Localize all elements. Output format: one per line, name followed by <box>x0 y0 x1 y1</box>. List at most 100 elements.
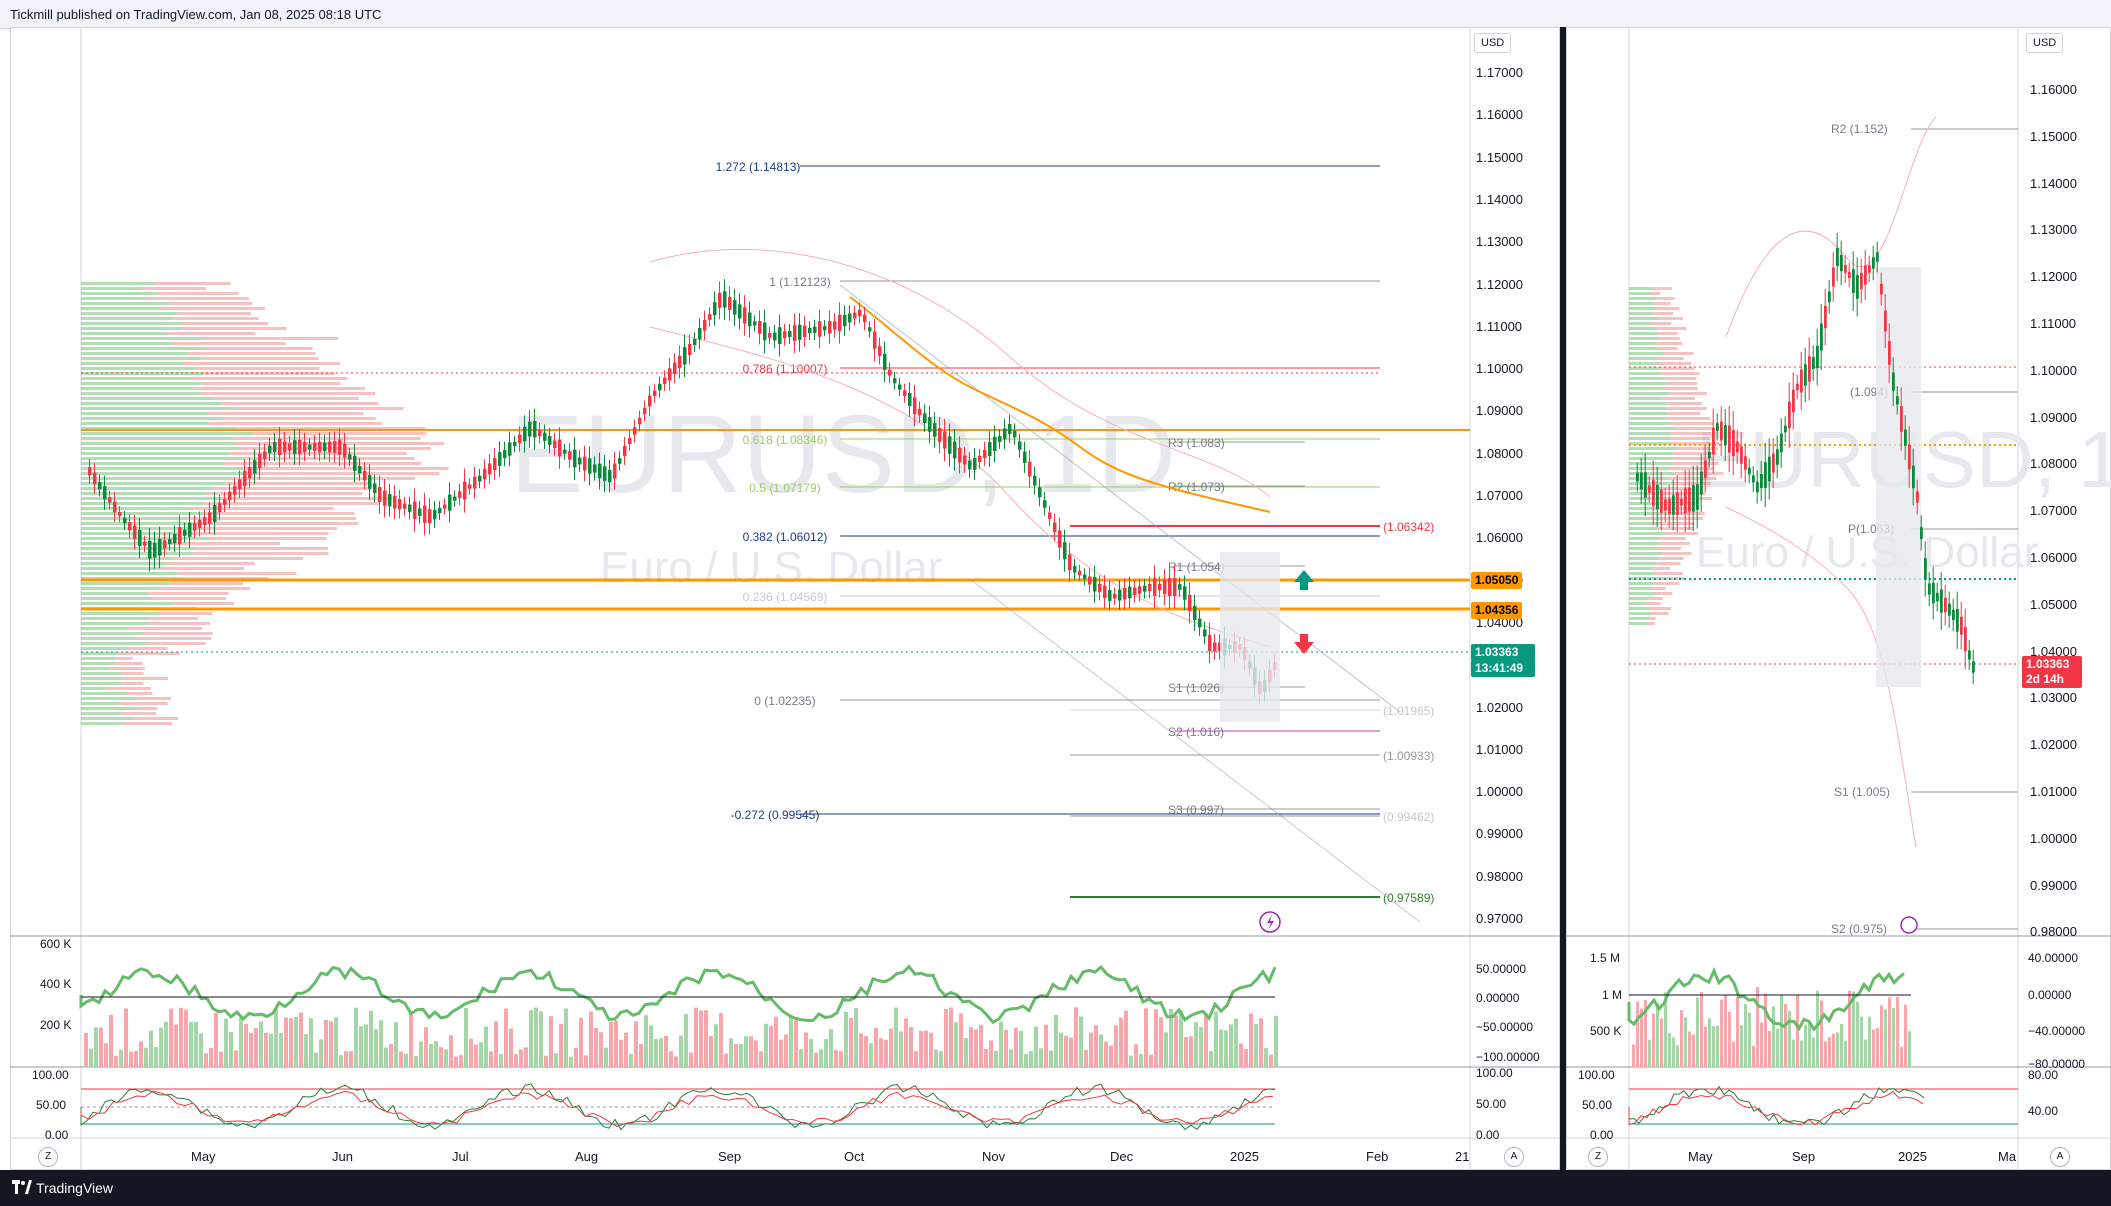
right-vol-label-500k: 500 K <box>1590 1024 1622 1038</box>
volume-bar <box>724 1053 728 1067</box>
vp-bar-green <box>81 672 122 675</box>
vp-bar-green <box>81 292 158 295</box>
vp-bar-green <box>81 422 210 425</box>
candle-body <box>653 390 657 396</box>
candle-body <box>208 512 212 524</box>
candle-body <box>1840 254 1843 272</box>
left-currency-badge[interactable]: USD <box>1474 33 1512 53</box>
left-zoom-button[interactable]: Z <box>38 1147 58 1167</box>
volume-bar <box>94 1027 98 1067</box>
volume-bar <box>589 1011 593 1067</box>
volume-bar <box>569 1056 573 1067</box>
vp-bar-red <box>1652 612 1669 615</box>
volume-bar <box>394 1022 398 1067</box>
candle-body <box>823 326 827 331</box>
fib-label-236: 0.236 (1.04569) <box>743 590 828 604</box>
candle-body <box>618 458 622 464</box>
rightScale-tick: 1.02000 <box>2030 737 2077 753</box>
volume-bar <box>1780 994 1783 1067</box>
vp-bar-red <box>1648 607 1672 610</box>
volume-bar <box>249 1033 253 1067</box>
vp-bar-green <box>1629 302 1654 305</box>
volume-bar <box>429 1044 433 1067</box>
left-vol-label-600k: 600 K <box>40 937 72 951</box>
volume-bar <box>1836 1032 1839 1067</box>
volume-bar <box>689 1052 693 1067</box>
right-pivot-label-s2: S2 (0.975) <box>1831 922 1887 936</box>
volume-bar <box>814 1052 818 1067</box>
candle-body <box>103 486 107 500</box>
left-chart-pane[interactable] <box>10 27 1560 1170</box>
volume-bar <box>239 1017 243 1067</box>
vp-bar-green <box>81 402 222 405</box>
volume-bar <box>494 1021 498 1067</box>
candle-body <box>628 437 632 445</box>
vp-bar-green <box>81 702 120 705</box>
right-chart-canvas[interactable]: EURUSD, 1W Euro / U.S. Dollar R2 (1.152)… <box>1566 27 2111 1170</box>
volume-bar <box>339 1055 343 1067</box>
candle-body <box>168 539 172 544</box>
vp-bar-red <box>1658 317 1684 320</box>
candle-body <box>588 458 592 474</box>
left-chart-canvas[interactable]: EURUSD, 1D Euro / U.S. Dollar 1.272 (1.1… <box>10 27 1560 1170</box>
volume-bar <box>489 1051 493 1067</box>
pane-separator[interactable] <box>1560 27 1566 1170</box>
volume-bar <box>269 1033 273 1067</box>
vp-bar-green <box>81 472 246 475</box>
right-auto-button[interactable]: A <box>2050 1147 2070 1167</box>
vp-bar-green <box>81 387 193 390</box>
candle-body <box>1118 589 1122 601</box>
candle-body <box>1808 356 1811 382</box>
rightTime-label: Ma <box>1998 1149 2017 1164</box>
volume-bar <box>1748 1012 1751 1067</box>
candle-body <box>773 332 777 341</box>
vp-bar-red <box>1671 437 1710 440</box>
volume-bar <box>734 1043 738 1067</box>
vp-bar-green <box>81 647 128 650</box>
volume-bar <box>804 1032 808 1067</box>
volume-bar <box>1059 1032 1063 1067</box>
leftScale-tick: 1.07000 <box>1476 488 1523 503</box>
candle-body <box>1848 271 1851 279</box>
volume-bar <box>669 1051 673 1067</box>
candle-body <box>1736 441 1739 453</box>
vp-bar-red <box>1650 292 1661 295</box>
target-label-4: (0.99462) <box>1383 810 1434 824</box>
vp-bar-green <box>1629 607 1649 610</box>
volume-bar <box>519 1049 523 1067</box>
volume-bar <box>309 1018 313 1067</box>
candle-body <box>1876 252 1879 262</box>
vp-bar-red <box>202 502 381 505</box>
left-stoch-right-0: 0.00 <box>1476 1128 1500 1142</box>
candle-body <box>1128 586 1132 599</box>
right-currency-badge[interactable]: USD <box>2026 33 2064 53</box>
left-stoch-right-100: 100.00 <box>1476 1066 1513 1080</box>
vp-bar-red <box>1653 582 1680 585</box>
rightScale-tick: 1.06000 <box>2030 550 2077 565</box>
candle-body <box>543 432 547 441</box>
volume-bar <box>224 1018 228 1067</box>
vp-bar-green <box>1629 362 1659 365</box>
volume-bar <box>944 1008 948 1067</box>
vp-bar-green <box>1629 512 1669 515</box>
candle-body <box>1904 429 1907 446</box>
vp-bar-red <box>1659 337 1680 340</box>
vp-bar-green <box>81 567 162 570</box>
volume-bar <box>819 1049 823 1067</box>
volume-bar <box>929 1032 933 1067</box>
volume-bar <box>1800 1040 1803 1067</box>
vp-bar-green <box>81 332 169 335</box>
vp-bar-red <box>1648 617 1656 620</box>
vp-bar-red <box>223 417 376 420</box>
left-auto-button[interactable]: A <box>1504 1147 1524 1167</box>
candle-body <box>1018 441 1022 450</box>
right-zoom-button[interactable]: Z <box>1588 1147 1608 1167</box>
leftTime-label: 21 <box>1455 1149 1470 1164</box>
volume-bar <box>1844 1040 1847 1067</box>
candle-body <box>913 397 917 415</box>
volume-bar <box>779 1039 783 1067</box>
candle-body <box>1712 427 1715 455</box>
candle-body <box>863 314 867 323</box>
candle-body <box>1924 558 1927 580</box>
volume-bar <box>499 1054 503 1067</box>
